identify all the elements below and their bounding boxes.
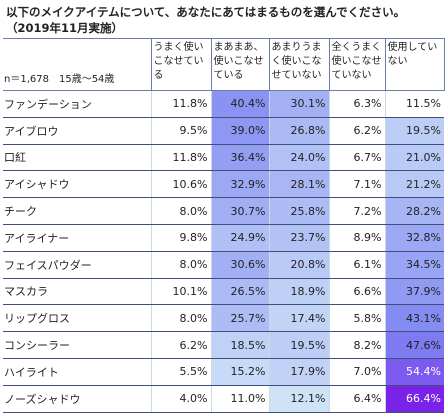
value-cell: 6.6%	[328, 278, 385, 306]
value-cell: 9.5%	[150, 117, 211, 145]
value-cell: 54.4%	[384, 358, 444, 386]
table-row: マスカラ 10.1% 26.5% 18.9% 6.6% 37.9%	[3, 278, 444, 306]
page-title: 以下のメイクアイテムについて、あなたにあてはまるものを選んでください。	[6, 5, 406, 19]
row-label: マスカラ	[3, 278, 151, 306]
value-cell: 20.8%	[268, 251, 329, 279]
row-label: アイライナー	[3, 224, 151, 252]
row-label: アイブロウ	[3, 117, 151, 145]
row-label: 口紅	[3, 144, 151, 172]
value-cell: 5.5%	[150, 358, 211, 386]
value-cell: 21.0%	[384, 144, 444, 172]
row-label: フェイスパウダー	[3, 251, 151, 279]
value-cell: 18.5%	[210, 331, 269, 359]
value-cell: 5.8%	[328, 304, 385, 333]
table-row: チーク 8.0% 30.7% 25.8% 7.2% 28.2%	[3, 197, 444, 225]
value-cell: 6.2%	[150, 331, 211, 359]
value-cell: 37.9%	[384, 278, 444, 306]
value-cell: 11.8%	[150, 90, 211, 118]
value-cell: 6.2%	[328, 117, 385, 145]
value-cell: 10.6%	[150, 170, 211, 199]
row-label: ハイライト	[3, 358, 151, 386]
value-cell: 28.2%	[384, 197, 444, 225]
value-cell: 25.7%	[210, 304, 269, 333]
column-header: 全くうまく使いこなせていない	[328, 38, 386, 91]
value-cell: 11.0%	[210, 385, 269, 413]
value-cell: 19.5%	[384, 117, 444, 145]
value-cell: 8.9%	[328, 224, 385, 252]
value-cell: 6.4%	[328, 385, 385, 413]
table-row: コンシーラー 6.2% 18.5% 19.5% 8.2% 47.6%	[3, 331, 444, 359]
value-cell: 36.4%	[210, 144, 269, 172]
header-row: n＝1,678 15歳～54歳 うまく使いこなせている まあまあ、使いこなせてい…	[3, 38, 445, 91]
value-cell: 23.7%	[268, 224, 329, 252]
value-cell: 6.7%	[328, 144, 385, 172]
column-header: あまりうまく使いこなせていない	[268, 38, 330, 91]
row-label: アイシャドウ	[3, 170, 151, 199]
value-cell: 47.6%	[384, 331, 444, 359]
value-cell: 30.6%	[210, 251, 269, 279]
value-cell: 11.5%	[384, 90, 444, 118]
value-cell: 43.1%	[384, 304, 444, 333]
row-label: ファンデーション	[3, 90, 151, 118]
value-cell: 6.3%	[328, 90, 385, 118]
table-row: ノーズシャドウ 4.0% 11.0% 12.1% 6.4% 66.4%	[3, 385, 444, 413]
table-row: アイライナー 9.8% 24.9% 23.7% 8.9% 32.8%	[3, 224, 444, 252]
table-row: アイブロウ 9.5% 39.0% 26.8% 6.2% 19.5%	[3, 117, 444, 145]
row-label: コンシーラー	[3, 331, 151, 359]
value-cell: 25.8%	[268, 197, 329, 225]
table-row: 口紅 11.8% 36.4% 24.0% 6.7% 21.0%	[3, 144, 444, 172]
value-cell: 8.2%	[328, 331, 385, 359]
value-cell: 39.0%	[210, 117, 269, 145]
value-cell: 9.8%	[150, 224, 211, 252]
value-cell: 21.2%	[384, 170, 444, 199]
row-label: ノーズシャドウ	[3, 385, 151, 413]
value-cell: 12.1%	[268, 385, 329, 413]
value-cell: 11.8%	[150, 144, 211, 172]
value-cell: 18.9%	[268, 278, 329, 306]
row-label: チーク	[3, 197, 151, 225]
value-cell: 7.0%	[328, 358, 385, 386]
value-cell: 17.9%	[268, 358, 329, 386]
value-cell: 6.1%	[328, 251, 385, 279]
table-row: フェイスパウダー 8.0% 30.6% 20.8% 6.1% 34.5%	[3, 251, 444, 279]
value-cell: 8.0%	[150, 304, 211, 333]
value-cell: 7.2%	[328, 197, 385, 225]
value-cell: 32.9%	[210, 170, 269, 199]
column-header: まあまあ、使いこなせている	[210, 38, 270, 91]
value-cell: 30.7%	[210, 197, 269, 225]
value-cell: 15.2%	[210, 358, 269, 386]
value-cell: 66.4%	[384, 385, 444, 413]
data-table: n＝1,678 15歳～54歳 うまく使いこなせている まあまあ、使いこなせてい…	[3, 38, 445, 413]
page-subtitle: （2019年11月実施）	[6, 21, 124, 35]
column-header: うまく使いこなせている	[150, 38, 212, 91]
table-body: ファンデーション 11.8% 40.4% 30.1% 6.3% 11.5% アイブロウ 9.5…	[3, 90, 444, 413]
table-row: アイシャドウ 10.6% 32.9% 28.1% 7.1% 21.2%	[3, 170, 444, 199]
value-cell: 8.0%	[150, 197, 211, 225]
table-row: ファンデーション 11.8% 40.4% 30.1% 6.3% 11.5%	[3, 90, 444, 118]
value-cell: 34.5%	[384, 251, 444, 279]
row-label: リップグロス	[3, 304, 151, 333]
value-cell: 28.1%	[268, 170, 329, 199]
value-cell: 8.0%	[150, 251, 211, 279]
value-cell: 24.9%	[210, 224, 269, 252]
value-cell: 32.8%	[384, 224, 444, 252]
column-header: 使用していない	[384, 38, 445, 91]
value-cell: 24.0%	[268, 144, 329, 172]
table-row: ハイライト 5.5% 15.2% 17.9% 7.0% 54.4%	[3, 358, 444, 386]
value-cell: 30.1%	[268, 90, 329, 118]
table-row: リップグロス 8.0% 25.7% 17.4% 5.8% 43.1%	[3, 304, 444, 333]
value-cell: 26.5%	[210, 278, 269, 306]
value-cell: 26.8%	[268, 117, 329, 145]
value-cell: 19.5%	[268, 331, 329, 359]
sample-note: n＝1,678 15歳～54歳	[3, 38, 152, 91]
value-cell: 40.4%	[210, 90, 269, 118]
value-cell: 7.1%	[328, 170, 385, 199]
value-cell: 10.1%	[150, 278, 211, 306]
value-cell: 4.0%	[150, 385, 211, 413]
value-cell: 17.4%	[268, 304, 329, 333]
